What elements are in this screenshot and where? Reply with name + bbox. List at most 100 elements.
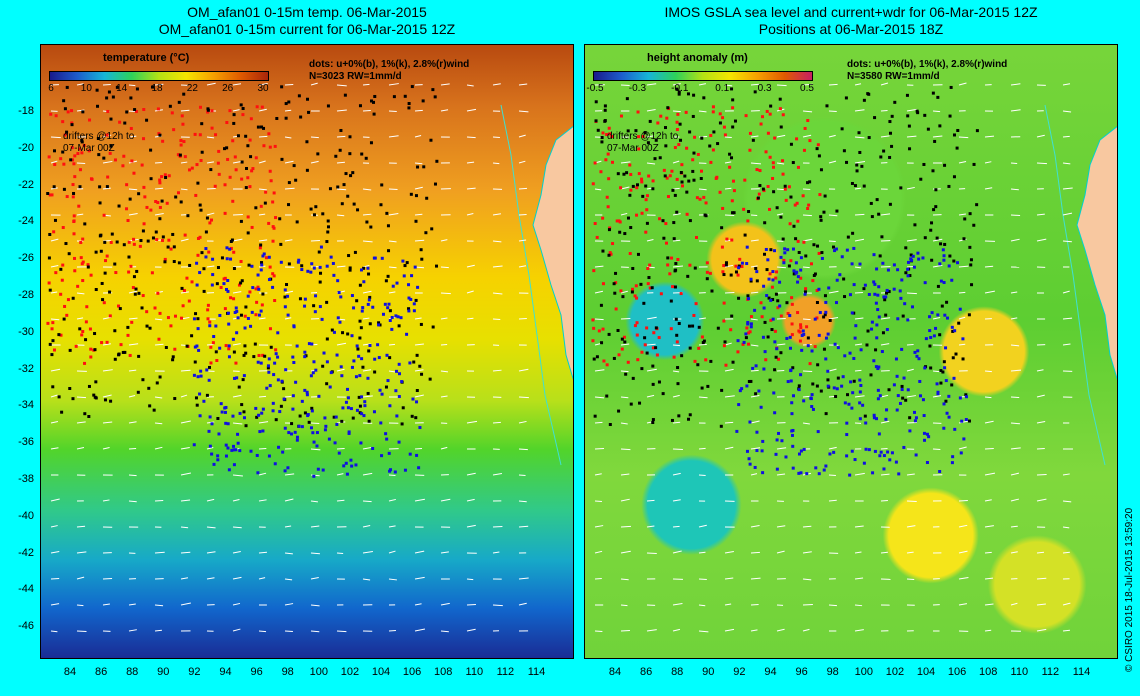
drifter-dot-black: [369, 99, 373, 103]
drifter-dot-black: [239, 313, 243, 317]
drifter-dot-blue: [350, 464, 354, 468]
drifter-dot-black: [137, 354, 141, 358]
drifter-dot-red: [72, 162, 76, 166]
drifter-dot-red: [183, 233, 187, 237]
drifter-dot-red: [153, 306, 157, 310]
left-info-line2: N=3023 RW=1mm/d: [309, 71, 402, 82]
drifter-dot-blue: [412, 302, 416, 306]
drifter-dot-red: [66, 298, 70, 302]
drifter-dot-black: [908, 416, 912, 420]
drifter-dot-blue: [393, 470, 397, 474]
drifter-dot-blue: [802, 447, 806, 451]
drifter-dot-red: [129, 264, 133, 268]
drifter-dot-blue: [271, 409, 275, 413]
current-arrow: [672, 265, 684, 268]
drifter-dot-black: [600, 140, 604, 144]
colorbar-tick-label: 10: [80, 83, 92, 94]
current-arrow: [672, 394, 680, 398]
drifter-dot-black: [613, 291, 617, 295]
drifter-dot-red: [605, 195, 609, 199]
drifter-dot-black: [321, 364, 325, 368]
drifter-dot-blue: [388, 319, 392, 323]
drifter-dot-black: [815, 147, 819, 151]
drifter-dot-black: [687, 179, 691, 183]
drifter-dot-blue: [207, 378, 211, 382]
drifter-dot-red: [82, 143, 86, 147]
drifter-dot-red: [799, 326, 803, 330]
current-arrow: [828, 446, 837, 450]
drifter-dot-black: [956, 128, 960, 132]
drifter-dot-red: [223, 307, 227, 311]
current-arrow: [154, 422, 163, 425]
drifter-dot-black: [975, 203, 979, 207]
current-arrow: [646, 316, 657, 320]
drifter-dot-blue: [902, 445, 906, 449]
drifter-dot-black: [815, 301, 819, 305]
drifter-dot-red: [172, 128, 176, 132]
current-arrow: [906, 186, 915, 190]
drifter-dot-black: [309, 207, 313, 211]
drifter-dot-black: [719, 424, 723, 428]
current-arrow: [258, 265, 266, 268]
drifter-dot-blue: [295, 438, 299, 442]
drifter-dot-blue: [243, 326, 247, 330]
drifter-dot-blue: [216, 458, 220, 462]
drifter-dot-blue: [757, 389, 761, 393]
drifter-dot-red: [659, 114, 663, 118]
current-arrow: [440, 370, 449, 373]
drifter-dot-blue: [276, 355, 280, 359]
drifter-dot-blue: [224, 443, 228, 447]
drifter-dot-blue: [850, 311, 854, 315]
drifter-dot-blue: [397, 372, 401, 376]
drifter-dot-red: [157, 132, 161, 136]
drifter-dot-black: [53, 149, 57, 153]
drifter-dot-blue: [928, 315, 932, 319]
drifter-dot-blue: [810, 349, 814, 353]
current-arrow: [750, 214, 758, 217]
drifter-dot-black: [369, 225, 373, 229]
drifter-dot-blue: [884, 417, 888, 421]
drifter-dot-blue: [311, 371, 315, 375]
drifter-dot-blue: [278, 410, 282, 414]
drifter-dot-blue: [784, 455, 788, 459]
drifter-dot-blue: [751, 366, 755, 370]
drifter-dot-black: [57, 395, 61, 399]
drifter-dot-black: [252, 355, 256, 359]
drifter-dot-blue: [256, 273, 260, 277]
drifter-dot-red: [685, 146, 689, 150]
drifter-dot-red: [640, 211, 644, 215]
colorbar-tick-label: -0.1: [671, 83, 689, 94]
drifter-dot-blue: [286, 294, 290, 298]
drifter-dot-red: [61, 120, 65, 124]
colorbar-tick-label: 26: [222, 83, 234, 94]
drifter-dot-red: [765, 109, 769, 113]
drifter-dot-blue: [894, 460, 898, 464]
current-arrow: [698, 343, 707, 346]
drifter-dot-black: [98, 201, 102, 205]
drifter-dot-red: [229, 246, 233, 250]
current-arrow: [594, 188, 602, 191]
drifter-dot-blue: [296, 260, 300, 264]
drifter-dot-red: [790, 302, 794, 306]
drifter-dot-black: [791, 161, 795, 165]
drifter-dot-blue: [339, 295, 343, 299]
drifter-dot-red: [743, 178, 747, 182]
drifter-dot-blue: [845, 454, 849, 458]
drifter-dot-red: [232, 297, 236, 301]
drifter-dot-red: [779, 314, 783, 318]
drifter-dot-black: [80, 138, 84, 142]
current-arrow: [180, 447, 190, 450]
drifter-dot-black: [151, 236, 155, 240]
current-arrow: [388, 474, 396, 477]
drifter-dot-black: [51, 385, 55, 389]
current-arrow: [958, 213, 966, 216]
drifter-dot-blue: [870, 327, 874, 331]
drifter-dot-blue: [204, 247, 208, 251]
current-arrow: [698, 474, 706, 477]
colorbar-tick-label: 0.3: [757, 83, 772, 94]
drifter-dot-black: [855, 163, 859, 167]
current-arrow: [336, 109, 347, 112]
drifter-dot-blue: [242, 416, 246, 420]
current-arrow: [206, 136, 215, 139]
drifter-dot-blue: [291, 394, 295, 398]
